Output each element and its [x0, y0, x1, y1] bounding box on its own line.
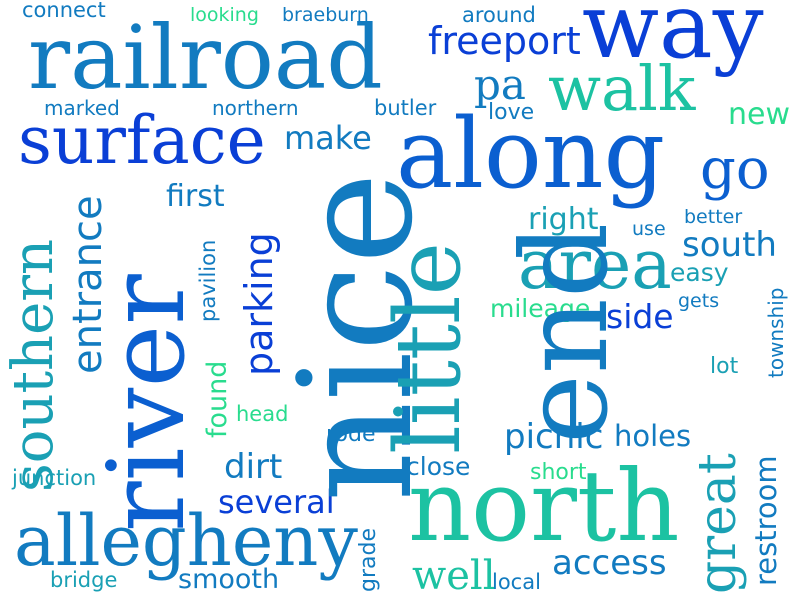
word-use: use — [632, 218, 666, 240]
word-head: head — [236, 402, 289, 426]
word-love: love — [488, 100, 535, 125]
word-looking: looking — [190, 4, 259, 26]
word-make: make — [284, 119, 372, 157]
word-along: along — [396, 98, 666, 210]
word-found: found — [202, 360, 233, 438]
word-township: township — [764, 287, 788, 378]
word-grade: grade — [356, 528, 381, 592]
word-around: around — [462, 3, 536, 27]
word-braeburn: braeburn — [282, 4, 369, 26]
word-mileage: mileage — [490, 294, 591, 323]
word-area: area — [518, 226, 672, 305]
word-pavilion: pavilion — [196, 239, 220, 322]
word-pa: pa — [474, 60, 526, 109]
word-little: little — [376, 242, 481, 454]
word-gets: gets — [678, 290, 720, 312]
word-northern: northern — [212, 96, 299, 120]
word-great: great — [688, 453, 748, 594]
word-freeport: freeport — [428, 19, 581, 63]
word-marked: marked — [44, 96, 120, 120]
word-close: close — [406, 452, 471, 481]
word-local: local — [492, 570, 541, 594]
word-holes: holes — [614, 419, 692, 453]
word-easy: easy — [670, 258, 729, 287]
word-better: better — [684, 206, 743, 228]
word-short: short — [530, 460, 587, 485]
word-south: south — [682, 225, 777, 265]
word-lot: lot — [710, 354, 739, 379]
word-restroom: restroom — [749, 455, 783, 586]
word-new: new — [728, 97, 791, 132]
word-allegheny: allegheny — [14, 500, 358, 582]
word-go: go — [700, 137, 770, 202]
word-smooth: smooth — [178, 564, 280, 595]
word-connect: connect — [22, 0, 106, 22]
word-end: end — [496, 222, 634, 444]
word-junction: junction — [12, 466, 97, 490]
word-first: first — [166, 179, 225, 214]
word-well: well — [412, 553, 496, 599]
word-several: several — [218, 483, 335, 521]
word-dirt: dirt — [224, 447, 283, 487]
word-picnic: picnic — [504, 417, 604, 457]
word-side: side — [606, 297, 674, 336]
word-butler: butler — [374, 96, 437, 120]
word-southern: southern — [1, 238, 66, 492]
word-rode: rode — [326, 422, 376, 447]
word-bridge: bridge — [50, 568, 118, 592]
word-walk: walk — [548, 52, 696, 125]
word-access: access — [552, 543, 667, 583]
word-north: north — [408, 450, 680, 564]
word-right: right — [528, 202, 599, 237]
word-parking: parking — [237, 232, 281, 376]
word-railroad: railroad — [28, 6, 383, 109]
word-way: way — [582, 0, 764, 79]
word-river: river — [85, 274, 208, 532]
word-surface: surface — [18, 102, 266, 179]
